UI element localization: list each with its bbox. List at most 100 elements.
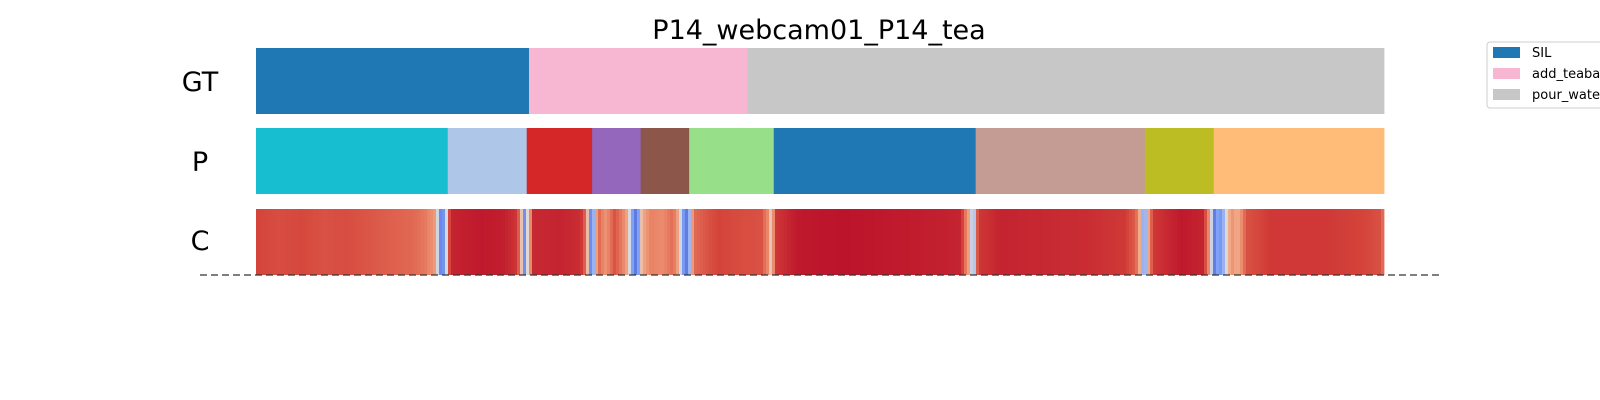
- row-label-p: P: [192, 147, 208, 178]
- confidence-strip: [712, 209, 716, 275]
- row-label-gt: GT: [182, 67, 219, 98]
- confidence-strip: [460, 209, 464, 275]
- confidence-strip: [1087, 209, 1091, 275]
- confidence-strip: [331, 209, 335, 275]
- confidence-strip: [910, 209, 914, 275]
- confidence-strip: [1078, 209, 1082, 275]
- confidence-strip: [517, 209, 521, 275]
- confidence-strip: [451, 209, 455, 275]
- confidence-strip: [280, 209, 284, 275]
- legend-label-0: SIL: [1532, 46, 1552, 61]
- confidence-strip: [715, 209, 719, 275]
- confidence-strip: [1003, 209, 1007, 275]
- confidence-strip: [706, 209, 710, 275]
- confidence-strip: [265, 209, 269, 275]
- confidence-strip: [1285, 209, 1289, 275]
- confidence-strip: [700, 209, 704, 275]
- legend-swatch-2: [1493, 89, 1520, 100]
- confidence-strip: [1342, 209, 1346, 275]
- confidence-strip: [625, 209, 629, 275]
- confidence-strip: [631, 209, 635, 275]
- confidence-strip: [913, 209, 917, 275]
- segment-p-7: [975, 128, 1146, 194]
- chart-title: P14_webcam01_P14_tea: [652, 15, 985, 46]
- confidence-strip: [1114, 209, 1118, 275]
- confidence-strip: [829, 209, 833, 275]
- confidence-strip: [358, 209, 362, 275]
- confidence-strip: [418, 209, 422, 275]
- confidence-strip: [898, 209, 902, 275]
- confidence-strip: [445, 209, 449, 275]
- confidence-strip: [271, 209, 275, 275]
- confidence-strip: [1054, 209, 1058, 275]
- confidence-strip: [532, 209, 536, 275]
- confidence-strip: [1258, 209, 1262, 275]
- confidence-strip: [370, 209, 374, 275]
- confidence-strip: [865, 209, 869, 275]
- confidence-strip: [1048, 209, 1052, 275]
- confidence-strip: [973, 209, 977, 275]
- confidence-strip: [1324, 209, 1328, 275]
- confidence-strip: [862, 209, 866, 275]
- confidence-strip: [655, 209, 659, 275]
- confidence-strip: [499, 209, 503, 275]
- confidence-strip: [424, 209, 428, 275]
- confidence-strip: [1081, 209, 1085, 275]
- confidence-strip: [478, 209, 482, 275]
- confidence-strip: [1201, 209, 1205, 275]
- confidence-strip: [286, 209, 290, 275]
- confidence-strip: [1366, 209, 1370, 275]
- confidence-strip: [1099, 209, 1103, 275]
- confidence-strip: [1198, 209, 1202, 275]
- segment-gt-0: [256, 48, 530, 114]
- segment-p-0: [256, 128, 449, 194]
- confidence-strip: [574, 209, 578, 275]
- confidence-strip: [475, 209, 479, 275]
- row-gt: GT: [182, 48, 1385, 114]
- confidence-strip: [826, 209, 830, 275]
- confidence-strip: [385, 209, 389, 275]
- confidence-strip: [1240, 209, 1244, 275]
- confidence-strip: [313, 209, 317, 275]
- legend: SIL add_teaba pour_wate: [1486, 41, 1600, 109]
- confidence-strip: [448, 209, 452, 275]
- confidence-strip: [817, 209, 821, 275]
- confidence-strip: [943, 209, 947, 275]
- confidence-strip: [835, 209, 839, 275]
- confidence-strip: [757, 209, 761, 275]
- confidence-strip: [304, 209, 308, 275]
- confidence-strip: [802, 209, 806, 275]
- confidence-strip: [400, 209, 404, 275]
- confidence-strip: [484, 209, 488, 275]
- confidence-strip: [1096, 209, 1100, 275]
- confidence-strip: [709, 209, 713, 275]
- confidence-strip: [781, 209, 785, 275]
- confidence-strip: [964, 209, 968, 275]
- confidence-strip: [1252, 209, 1256, 275]
- confidence-strip: [853, 209, 857, 275]
- legend-items: SIL add_teaba pour_wate: [1493, 46, 1600, 103]
- confidence-strip: [1102, 209, 1106, 275]
- confidence-strip: [490, 209, 494, 275]
- confidence-strip: [565, 209, 569, 275]
- confidence-strip: [928, 209, 932, 275]
- confidence-strip: [538, 209, 542, 275]
- confidence-strip: [553, 209, 557, 275]
- confidence-strip: [1216, 209, 1220, 275]
- confidence-strip: [1336, 209, 1340, 275]
- confidence-strip: [1159, 209, 1163, 275]
- confidence-strip: [1363, 209, 1367, 275]
- segment-p-9: [1213, 128, 1385, 194]
- confidence-strip: [904, 209, 908, 275]
- confidence-strip: [1225, 209, 1229, 275]
- confidence-strip: [1294, 209, 1298, 275]
- confidence-strip: [1219, 209, 1223, 275]
- confidence-strip: [868, 209, 872, 275]
- confidence-strip: [778, 209, 782, 275]
- confidence-strip: [406, 209, 410, 275]
- confidence-strip: [1132, 209, 1136, 275]
- confidence-strip: [1261, 209, 1265, 275]
- confidence-strip: [1126, 209, 1130, 275]
- confidence-strip: [1222, 209, 1226, 275]
- confidence-strip: [343, 209, 347, 275]
